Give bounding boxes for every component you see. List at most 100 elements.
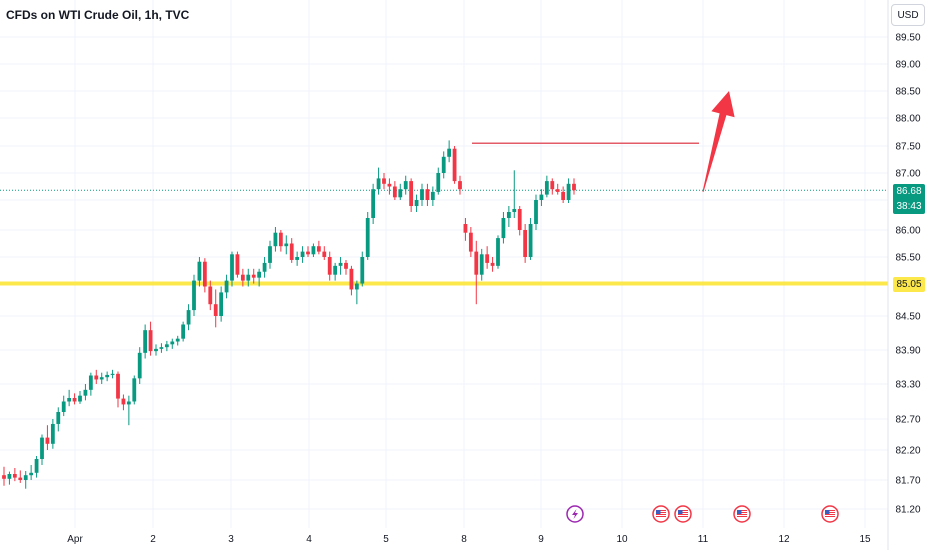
candle [392,181,397,200]
candle [344,259,348,275]
candle [555,183,560,195]
us-flag-icon-stripe [737,510,747,511]
candle-body [224,280,229,293]
currency-button[interactable]: USD [891,4,925,26]
candle [273,227,278,252]
candle [224,274,229,299]
candle-body [436,173,441,192]
candle [2,466,6,486]
candle [262,257,267,278]
candle-body [316,246,321,252]
candle-body [235,254,240,275]
candle-body [512,209,517,212]
candle [544,175,549,198]
candle-body [534,200,538,224]
candle [284,235,289,255]
candle-body [154,348,158,352]
candle [7,471,12,485]
candle [387,178,392,195]
candle-body [387,183,392,187]
candle [333,262,338,281]
candle-body [463,224,468,233]
price-tick-label: 89.50 [895,33,920,44]
candle [148,321,153,356]
candle-body [479,254,484,275]
us-flag-icon [674,505,692,523]
candle [447,140,452,163]
candle [327,251,332,281]
candle [45,425,50,450]
time-tick-label: 5 [383,534,389,545]
candle-body [170,341,175,345]
candle-body [219,292,224,316]
time-tick-label: 15 [859,534,871,545]
candle [550,178,555,195]
us-flag-icon-stripe [737,512,747,513]
candle [458,175,462,195]
candle-body [105,374,110,378]
candle [116,371,120,408]
candle-body [501,218,506,239]
candle [67,389,72,407]
candle [251,268,256,284]
candle [523,224,528,263]
time-tick-label: 8 [461,534,467,545]
candle [235,251,240,278]
us-flag-icon-stripe [656,514,666,515]
candle-body [420,189,424,200]
candle-body [121,398,126,405]
candle-body [289,243,294,260]
time-axis[interactable]: Apr 2 3 4 5 8 9 10 11 12 15 [67,534,871,545]
us-flag-icon-canton [825,510,830,514]
candle [311,243,316,257]
candle-body [246,274,251,281]
current-price-badge: 86.68 38:43 [893,184,925,214]
us-flag-icon-stripe [825,512,835,513]
time-tick-label: 12 [778,534,790,545]
candle-body [230,254,234,281]
candle-body [192,280,196,311]
candle-body [506,212,511,218]
candle-body [67,398,72,402]
candle [278,230,283,252]
candle [240,268,245,287]
us-flag-icon-stripe [737,514,747,515]
candle-body [392,186,397,198]
candle-body [7,474,12,479]
candle [246,268,251,287]
candle-body [474,251,479,275]
candle-body [306,251,310,255]
candle [452,146,457,184]
candle [485,246,490,269]
level-price-badge: 85.05 [893,277,925,292]
candle [572,178,576,195]
candle-body [458,181,462,190]
candle-body [143,330,148,353]
price-tick-label: 83.90 [895,346,920,357]
candle-body [284,243,289,247]
candle-body [338,262,343,266]
projection-arrow[interactable] [702,91,735,193]
candle-body [561,191,566,200]
us-flag-icon-stripe [737,516,747,517]
us-flag-icon-canton [737,510,742,514]
candle-body [94,375,99,380]
candle [99,372,104,384]
candle-body [382,178,386,184]
price-tick-label: 83.30 [895,380,920,391]
candle-body [159,347,164,349]
candle-body [29,472,34,476]
candle [121,394,126,411]
candle [110,369,115,379]
candle-body [12,474,17,478]
us-flag-icon-stripe [656,512,666,513]
price-axis[interactable]: 89.5089.0088.5088.0087.5087.0086.5086.00… [895,33,920,516]
candle-body [376,178,381,190]
candle-body [555,189,560,192]
candle-body [72,398,77,402]
candle-body [409,181,414,206]
us-flag-icon-canton [678,510,683,514]
candle-body [2,475,6,479]
candle-body [430,191,435,200]
